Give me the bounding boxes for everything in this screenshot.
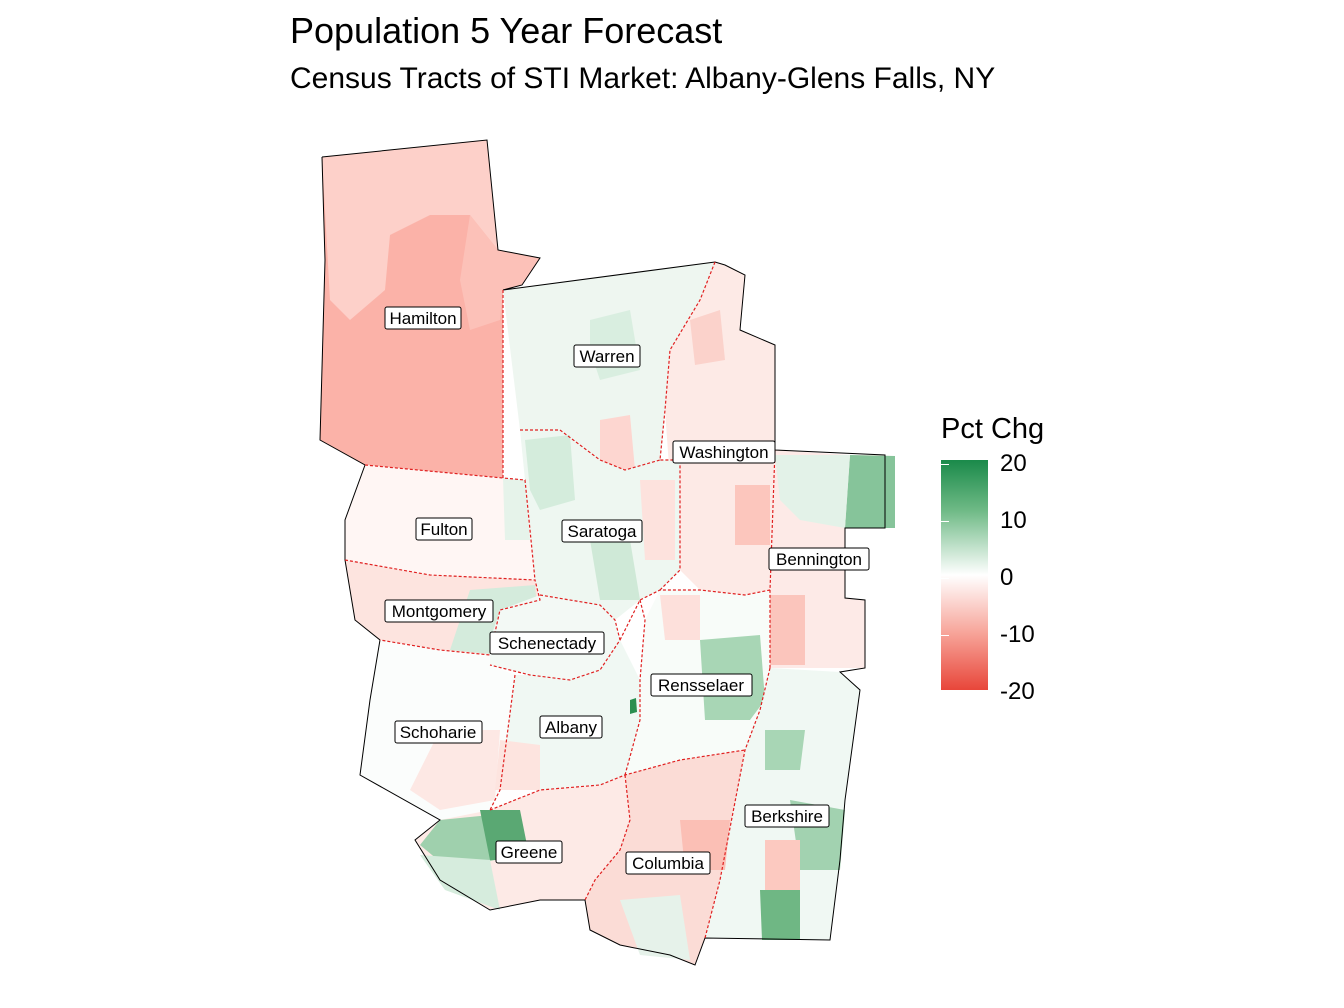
tract-berkshire-mid [765,730,805,770]
tract-albany-urban [630,698,637,714]
tract-greene-sw [420,855,500,910]
label-bennington: Bennington [768,547,870,571]
tract-bennington-ne [845,455,895,528]
tract-saratoga-center [590,540,640,600]
label-columbia: Columbia [625,851,711,875]
label-rensselaer: Rensselaer [650,673,753,697]
svg-text:Rensselaer: Rensselaer [658,676,744,695]
legend-tick-label: 0 [1000,564,1014,591]
label-schenectady: Schenectady [489,631,605,655]
svg-text:Saratoga: Saratoga [568,522,638,541]
tract-berkshire-pink [765,840,800,890]
tract-washington-east [735,485,770,545]
legend-title: Pct Chg [941,413,1045,445]
legend-tick-label: -10 [1000,621,1035,648]
svg-text:Albany: Albany [545,718,597,737]
tract-fulton-east [503,478,530,540]
label-warren: Warren [573,344,641,368]
legend-tickmark [941,464,949,465]
legend-tickmark [941,521,949,522]
legend-tickmark [941,578,949,579]
tract-saratoga-north [525,435,575,510]
label-schoharie: Schoharie [394,720,483,744]
svg-text:Schenectady: Schenectady [498,634,597,653]
chart-title: Population 5 Year Forecast [290,10,723,51]
svg-text:Montgomery: Montgomery [392,602,487,621]
tract-hamilton-north [322,140,498,320]
legend-tick-label: -20 [1000,678,1035,705]
svg-text:Berkshire: Berkshire [751,807,823,826]
label-montgomery: Montgomery [384,599,494,623]
label-hamilton: Hamilton [384,306,462,330]
tract-schoharie-east [410,730,500,810]
svg-text:Schoharie: Schoharie [400,723,477,742]
region-outline [319,139,886,966]
legend-tick-label: 20 [1000,450,1027,477]
tract-bennington-sw [770,595,805,665]
tract-bennington-nw [775,455,850,528]
tract-albany-west [495,740,540,790]
tract-columbia-south [620,895,690,960]
tract-saratoga-east [640,480,675,560]
legend-colorbar [941,460,988,690]
svg-text:Fulton: Fulton [420,520,467,539]
county-berkshire [705,668,860,940]
tract-hamilton-east [460,215,540,330]
label-washington: Washington [672,440,776,464]
svg-text:Greene: Greene [501,843,558,862]
label-greene: Greene [495,840,563,864]
legend-tick-label: 10 [1000,507,1027,534]
svg-text:Hamilton: Hamilton [389,309,456,328]
svg-text:Columbia: Columbia [632,854,704,873]
chart-subtitle: Census Tracts of STI Market: Albany-Glen… [290,62,996,95]
legend-tickmark [941,692,949,693]
svg-text:Washington: Washington [679,443,768,462]
tract-rensselaer-north [660,595,700,640]
tract-greene-west [420,815,495,870]
svg-text:Bennington: Bennington [776,550,862,569]
label-saratoga: Saratoga [561,519,643,543]
label-fulton: Fulton [415,517,473,541]
county-borders [344,261,776,939]
legend-tickmark [941,635,949,636]
tract-washington-north [690,310,725,365]
label-albany: Albany [539,715,603,739]
svg-text:Warren: Warren [579,347,634,366]
label-berkshire: Berkshire [744,804,830,828]
tract-berkshire-sw [760,890,800,940]
